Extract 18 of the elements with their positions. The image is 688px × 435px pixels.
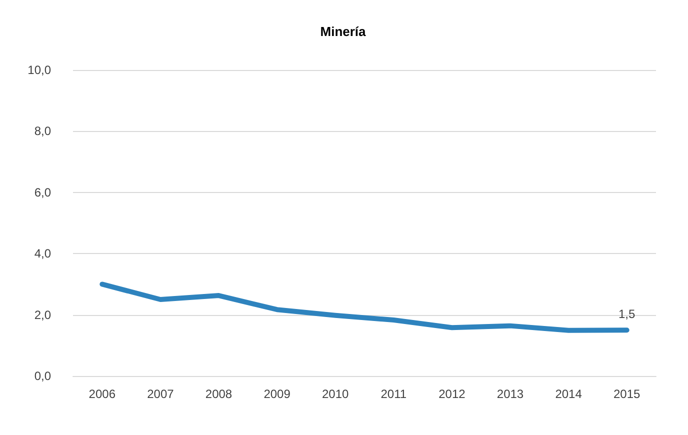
data-label: 1,5 (618, 307, 636, 322)
x-tick-label: 2012 (438, 387, 466, 401)
y-tick-label: 0,0 (34, 369, 52, 383)
y-tick-label: 6,0 (34, 185, 52, 200)
x-tick-label: 2015 (614, 387, 641, 401)
x-tick-label: 2011 (380, 387, 407, 401)
x-tick-label: 2014 (555, 387, 582, 401)
x-tick-label: 2013 (496, 387, 524, 401)
x-tick-label: 2008 (205, 387, 232, 401)
x-tick-label: 2006 (88, 387, 116, 401)
y-tick-label: 10,0 (28, 63, 52, 77)
chart-title: Minería (320, 24, 367, 39)
x-tick-label: 2010 (322, 387, 350, 401)
y-tick-label: 4,0 (34, 246, 52, 261)
x-tick-label: 2007 (147, 387, 174, 401)
y-tick-label: 2,0 (34, 308, 52, 322)
y-tick-label: 8,0 (34, 124, 52, 138)
x-tick-label: 2009 (264, 387, 291, 401)
